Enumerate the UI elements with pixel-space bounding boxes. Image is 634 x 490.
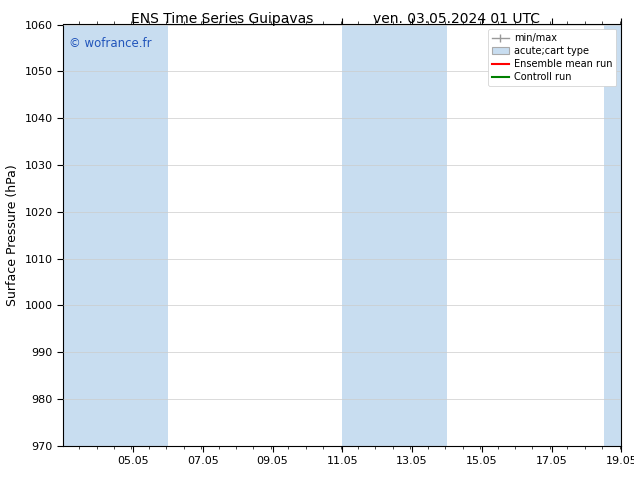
Text: ENS Time Series Guipavas: ENS Time Series Guipavas [131, 12, 313, 26]
Bar [604, 24, 621, 446]
Bar [63, 24, 115, 446]
Y-axis label: Surface Pressure (hPa): Surface Pressure (hPa) [6, 164, 19, 306]
Bar [115, 24, 168, 446]
Bar [394, 24, 447, 446]
Legend: min/max, acute;cart type, Ensemble mean run, Controll run: min/max, acute;cart type, Ensemble mean … [488, 29, 616, 86]
Text: ven. 03.05.2024 01 UTC: ven. 03.05.2024 01 UTC [373, 12, 540, 26]
Bar [342, 24, 394, 446]
Text: © wofrance.fr: © wofrance.fr [69, 37, 152, 50]
